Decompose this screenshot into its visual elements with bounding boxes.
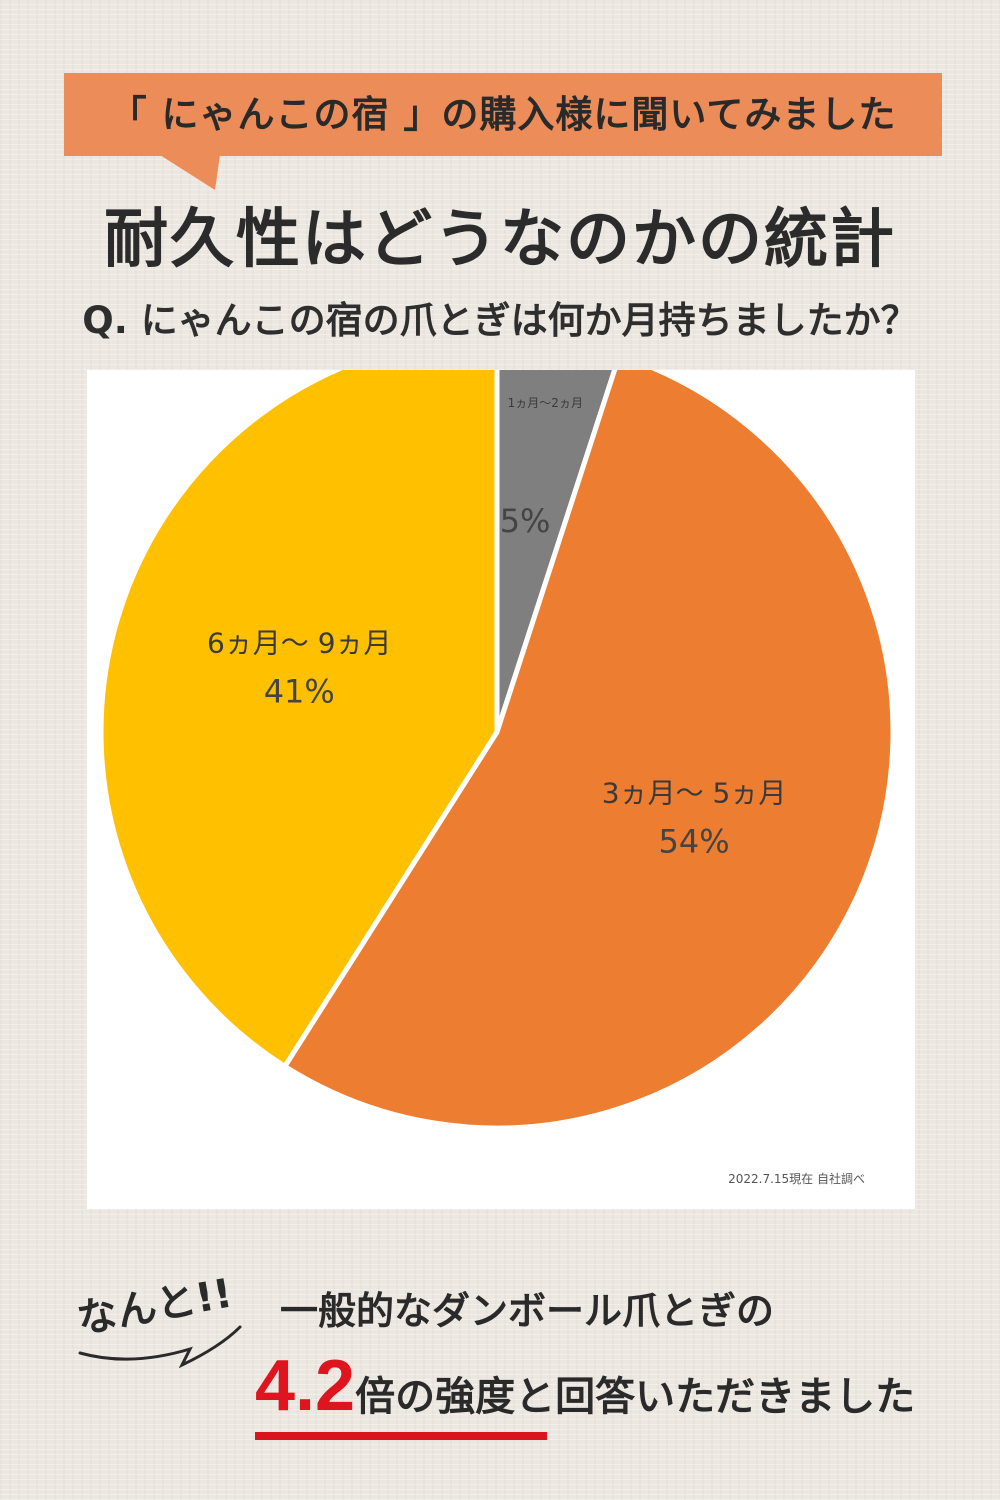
result-line-1: 一般的なダンボール爪とぎの bbox=[280, 1289, 775, 1333]
pie-chart: 1ヵ月～2ヵ月 5% 3ヵ月～ 5ヵ月 54% 6ヵ月～ 9ヵ月 41% bbox=[98, 370, 896, 1131]
pie-slice bbox=[494, 370, 618, 735]
slice-category-label: 3ヵ月～ 5ヵ月 bbox=[602, 777, 787, 810]
result-rest-text: 倍の強度と回答いただきました bbox=[355, 1374, 916, 1420]
chart-panel: 1ヵ月～2ヵ月 5% 3ヵ月～ 5ヵ月 54% 6ヵ月～ 9ヵ月 41% 2022.7.1… bbox=[87, 370, 915, 1209]
survey-banner bbox=[64, 73, 942, 156]
page-title: 耐久性はどうなのかの統計 bbox=[104, 203, 896, 277]
strength-multiplier: 4.2 bbox=[255, 1346, 356, 1426]
slice-value-label: 41% bbox=[264, 673, 335, 711]
slice-value-label: 5% bbox=[500, 502, 551, 540]
banner-text: 「 にゃんこの宿 」の購入様に聞いてみました bbox=[109, 93, 897, 136]
pie-slice bbox=[98, 370, 500, 1069]
result-line-2: 4.2倍の強度と回答いただきました bbox=[255, 1345, 915, 1427]
slice-category-label: 1ヵ月～2ヵ月 bbox=[508, 396, 583, 410]
source-note: 2022.7.15現在 自社調べ bbox=[728, 1172, 865, 1186]
slice-value-label: 54% bbox=[659, 823, 730, 861]
survey-question: Q. にゃんこの宿の爪とぎは何か月持ちましたか？ bbox=[82, 299, 918, 342]
swoosh-decoration bbox=[78, 1325, 242, 1369]
slice-category-label: 6ヵ月～ 9ヵ月 bbox=[207, 627, 392, 660]
pie-slice bbox=[282, 370, 896, 1131]
highlight-underline bbox=[255, 1432, 547, 1440]
